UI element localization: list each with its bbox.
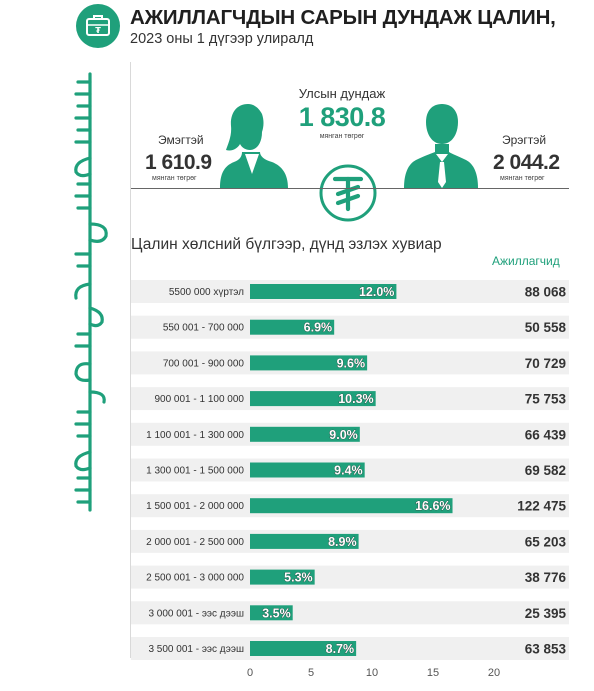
man-silhouette-icon [404,104,478,188]
bar-value-label: 9.4% [334,464,363,478]
workers-value: 70 729 [525,356,566,371]
bar-value-label: 10.3% [338,392,373,406]
bar-value-label: 8.9% [328,535,357,549]
category-label: 1 100 001 - 1 300 000 [146,430,244,441]
row-band [131,565,569,589]
workers-value: 69 582 [525,463,566,478]
category-label: 550 001 - 700 000 [163,323,245,334]
workers-value: 65 203 [525,534,567,549]
workers-value: 75 753 [525,392,567,407]
workers-value: 50 558 [525,320,567,335]
female-label: Эмэгтэй [158,133,204,147]
national-average-unit: мянган төгрөг [319,133,365,140]
x-tick-label: 0 [247,667,253,679]
workers-column-title: Ажиллагчид [492,254,560,268]
female-unit: мянган төгрөг [152,175,197,182]
male-unit: мянган төгрөг [500,175,545,182]
page-subtitle: 2023 оны 1 дүгээр улиралд [130,31,314,47]
category-label: 2 500 001 - 3 000 000 [146,573,244,584]
workers-value: 63 853 [525,642,567,657]
category-label: 3 000 001 - ээс дээш [148,608,244,619]
category-label: 700 001 - 900 000 [163,358,245,369]
bar [250,391,376,407]
workers-value: 122 475 [517,499,566,514]
bar [250,319,335,335]
male-label: Эрэгтэй [502,133,547,147]
national-average-value: 1 830.8 [298,102,386,132]
bar [250,498,453,514]
divider-vertical [130,62,131,658]
bar [250,641,357,656]
mongolian-script-decoration [74,72,108,512]
bar [250,426,360,442]
briefcase-tugrik-icon: ₮ [76,4,120,48]
chart-title: Цалин хөлсний бүлгээр, дүнд эзлэх хувиар [131,236,442,253]
category-label: 2 000 001 - 2 500 000 [146,537,244,548]
category-label: 1 300 001 - 1 500 000 [146,466,244,477]
bar-value-label: 8.7% [326,642,355,656]
x-tick-label: 10 [366,667,378,679]
divider-horizontal [131,188,569,189]
bar-value-label: 16.6% [415,499,450,513]
bar-value-label: 12.0% [359,285,394,299]
workers-value: 88 068 [525,285,567,300]
bar [250,569,315,585]
male-value: 2 044.2 [493,151,560,174]
workers-value: 38 776 [525,570,567,585]
page-title: АЖИЛЛАГЧДЫН САРЫН ДУНДАЖ ЦАЛИН, [130,6,556,29]
workers-value: 25 395 [525,606,567,621]
category-label: 3 500 001 - ээс дээш [148,644,244,655]
x-tick-label: 20 [488,667,500,679]
row-band [131,315,569,339]
bar-value-label: 6.9% [304,321,333,335]
x-tick-label: 5 [308,667,314,679]
row-band [131,601,569,625]
category-label: 1 500 001 - 2 000 000 [146,501,244,512]
category-label: 5500 000 хүртэл [169,287,244,298]
bar-value-label: 9.6% [337,356,366,370]
bar [250,355,368,371]
workers-value: 66 439 [525,427,566,442]
bar [250,284,397,299]
bar [250,533,359,549]
bar-value-label: 3.5% [262,606,291,620]
female-value: 1 610.9 [145,151,212,174]
bar-value-label: 9.0% [329,428,358,442]
tugrik-coin-icon [319,164,377,222]
bar [250,605,293,621]
category-label: 900 001 - 1 100 000 [154,394,244,405]
x-tick-label: 15 [427,667,439,679]
bar [250,462,365,478]
woman-silhouette-icon [220,104,288,188]
svg-text:₮: ₮ [95,26,101,35]
bar-value-label: 5.3% [284,571,313,585]
national-average-label: Улсын дундаж [298,86,386,101]
